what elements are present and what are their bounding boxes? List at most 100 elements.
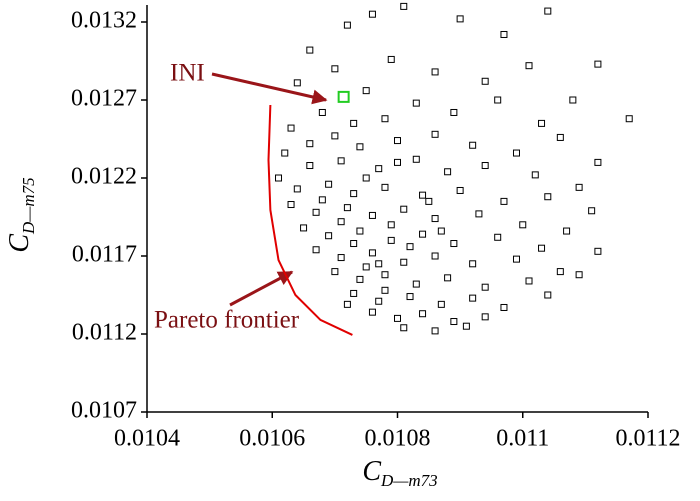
point — [343, 204, 351, 212]
point — [481, 162, 489, 170]
point — [462, 322, 470, 330]
y-tick-label: 0.0112 — [72, 320, 137, 346]
point — [350, 289, 358, 297]
point — [400, 258, 408, 266]
x-tick-label: 0.0106 — [239, 426, 305, 452]
point — [556, 268, 564, 276]
point — [400, 205, 408, 213]
point — [544, 193, 552, 201]
point — [325, 232, 333, 240]
point — [381, 286, 389, 294]
point — [450, 108, 458, 116]
point — [381, 115, 389, 123]
point — [287, 124, 295, 132]
point — [625, 115, 633, 123]
point — [331, 65, 339, 73]
ini-point — [337, 90, 350, 103]
point — [594, 158, 602, 166]
frontier-label: Pareto frontier — [154, 307, 300, 334]
point — [337, 157, 345, 165]
point — [350, 119, 358, 127]
point — [444, 168, 452, 176]
point — [387, 221, 395, 229]
point — [525, 62, 533, 70]
point — [544, 291, 552, 299]
point — [412, 99, 420, 107]
point — [325, 180, 333, 188]
x-tick-label: 0.011 — [496, 426, 549, 452]
point — [444, 274, 452, 282]
point — [538, 244, 546, 252]
pareto-frontier — [267, 104, 353, 336]
point — [569, 96, 577, 104]
point — [431, 68, 439, 76]
point — [519, 221, 527, 229]
y-tick-label: 0.0127 — [71, 86, 137, 112]
point — [394, 314, 401, 322]
point — [312, 208, 320, 216]
point — [400, 324, 408, 332]
point — [331, 268, 339, 276]
point — [494, 96, 502, 104]
point — [556, 133, 564, 141]
point — [375, 165, 383, 173]
point — [525, 277, 533, 285]
point — [368, 249, 376, 257]
y-label-main: C — [4, 234, 35, 253]
y-label-sub: D—m75 — [19, 177, 38, 235]
point — [450, 240, 458, 248]
point — [481, 283, 489, 291]
point — [362, 263, 370, 271]
point — [481, 77, 489, 85]
point — [300, 224, 308, 232]
point — [406, 293, 414, 301]
point — [318, 196, 326, 204]
point — [394, 158, 401, 166]
y-tick-label: 0.0132 — [71, 8, 137, 34]
point — [512, 149, 520, 157]
point — [337, 254, 345, 262]
point — [538, 119, 546, 127]
point — [512, 255, 520, 263]
point — [500, 197, 508, 205]
x-label-sub: D—m73 — [380, 471, 438, 490]
point — [368, 10, 376, 18]
point — [306, 140, 314, 148]
point — [293, 79, 301, 87]
point — [331, 132, 339, 140]
point — [469, 294, 477, 302]
point — [544, 7, 552, 15]
ini-arrow — [211, 72, 328, 105]
point — [381, 183, 389, 191]
ini-label: INI — [170, 60, 205, 87]
x-tick-label: 0.0112 — [615, 426, 680, 452]
point — [575, 271, 583, 279]
point — [419, 310, 427, 318]
point — [575, 183, 583, 191]
point — [588, 207, 596, 215]
point — [481, 313, 489, 321]
point — [469, 260, 477, 268]
point — [412, 280, 420, 288]
point — [362, 174, 370, 182]
point — [287, 201, 295, 209]
point — [387, 236, 395, 244]
y-axis-label: CD—m75 — [4, 177, 37, 252]
point — [469, 141, 477, 149]
x-tick-label: 0.0108 — [365, 426, 431, 452]
point — [400, 2, 408, 10]
point — [419, 230, 427, 238]
point — [437, 300, 445, 308]
point — [419, 191, 427, 199]
point — [381, 271, 389, 279]
point — [368, 308, 376, 316]
point — [594, 60, 602, 68]
x-tick-label: 0.0104 — [114, 426, 180, 452]
point — [431, 130, 439, 138]
point — [343, 300, 351, 308]
point — [431, 252, 439, 260]
point — [375, 260, 383, 268]
point — [312, 246, 320, 254]
point — [475, 210, 483, 218]
